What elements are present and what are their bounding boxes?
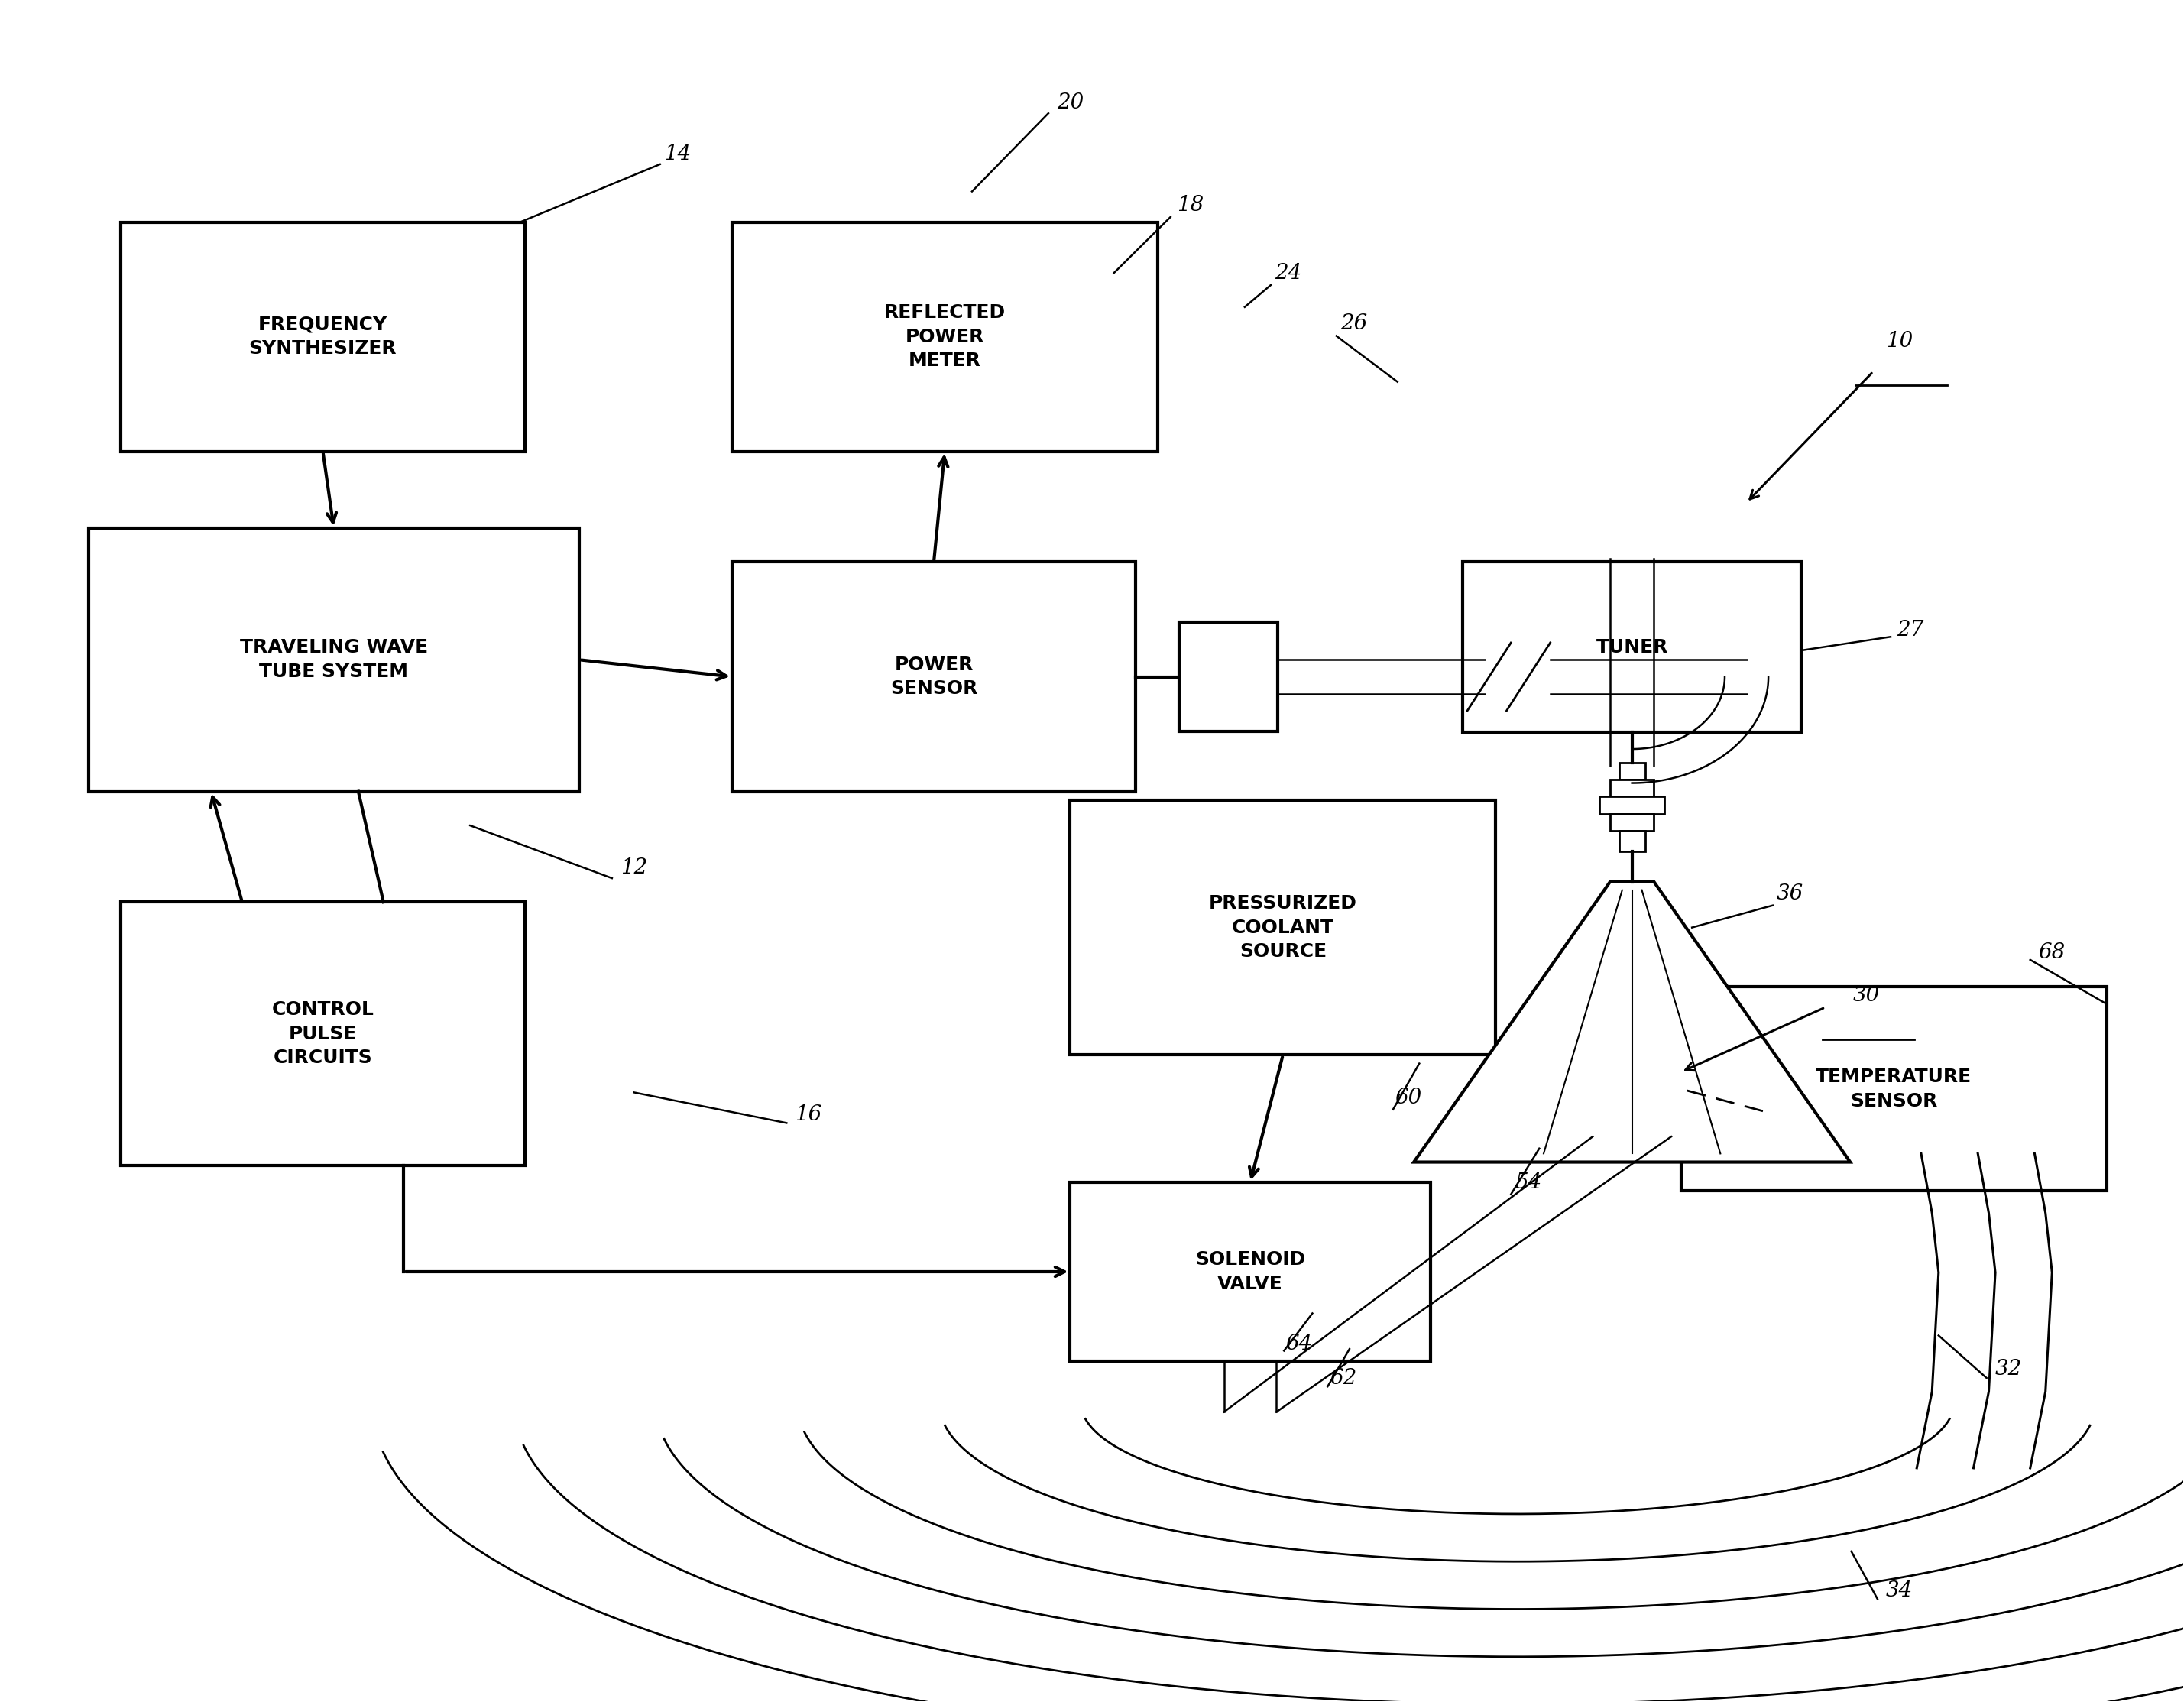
Bar bbox=[1599, 797, 1664, 814]
Bar bbox=[120, 221, 524, 451]
Text: 10: 10 bbox=[1885, 330, 1913, 351]
Text: REFLECTED
POWER
METER: REFLECTED POWER METER bbox=[885, 303, 1005, 369]
Text: 12: 12 bbox=[620, 858, 646, 878]
Text: 24: 24 bbox=[1275, 262, 1302, 283]
Text: 14: 14 bbox=[664, 143, 690, 165]
Bar bbox=[1610, 814, 1653, 831]
Text: TEMPERATURE
SENSOR: TEMPERATURE SENSOR bbox=[1815, 1067, 1972, 1110]
Text: 20: 20 bbox=[1057, 92, 1083, 114]
Bar bbox=[120, 902, 524, 1166]
Polygon shape bbox=[1413, 882, 1850, 1162]
Text: PRESSURIZED
COOLANT
SOURCE: PRESSURIZED COOLANT SOURCE bbox=[1208, 894, 1356, 962]
Text: 36: 36 bbox=[1778, 883, 1804, 904]
Text: 62: 62 bbox=[1330, 1368, 1356, 1389]
Text: TRAVELING WAVE
TUBE SYSTEM: TRAVELING WAVE TUBE SYSTEM bbox=[240, 638, 428, 681]
Bar bbox=[1610, 780, 1653, 797]
Text: FREQUENCY
SYNTHESIZER: FREQUENCY SYNTHESIZER bbox=[249, 315, 397, 357]
Text: POWER
SENSOR: POWER SENSOR bbox=[891, 655, 978, 698]
Text: 54: 54 bbox=[1516, 1173, 1542, 1193]
Text: 32: 32 bbox=[1994, 1360, 2022, 1380]
Text: 16: 16 bbox=[795, 1105, 821, 1125]
Text: 68: 68 bbox=[2038, 943, 2066, 963]
Text: 60: 60 bbox=[1396, 1088, 1422, 1108]
Bar bbox=[1179, 623, 1278, 732]
Text: SOLENOID
VALVE: SOLENOID VALVE bbox=[1195, 1251, 1306, 1294]
Bar bbox=[732, 221, 1158, 451]
Text: 26: 26 bbox=[1341, 313, 1367, 334]
Text: 27: 27 bbox=[1896, 620, 1924, 640]
Text: 18: 18 bbox=[1177, 194, 1203, 216]
Bar bbox=[1682, 987, 2108, 1191]
Text: 34: 34 bbox=[1885, 1579, 1913, 1602]
Bar bbox=[87, 528, 579, 791]
Bar bbox=[1618, 762, 1645, 780]
Text: CONTROL
PULSE
CIRCUITS: CONTROL PULSE CIRCUITS bbox=[271, 1001, 373, 1067]
Bar bbox=[1463, 562, 1802, 732]
Bar bbox=[732, 562, 1136, 791]
Bar bbox=[1618, 831, 1645, 851]
Bar bbox=[1070, 800, 1496, 1055]
Text: TUNER: TUNER bbox=[1597, 638, 1669, 657]
Bar bbox=[1070, 1183, 1431, 1362]
Text: 64: 64 bbox=[1286, 1334, 1313, 1355]
Text: 30: 30 bbox=[1852, 985, 1880, 1006]
